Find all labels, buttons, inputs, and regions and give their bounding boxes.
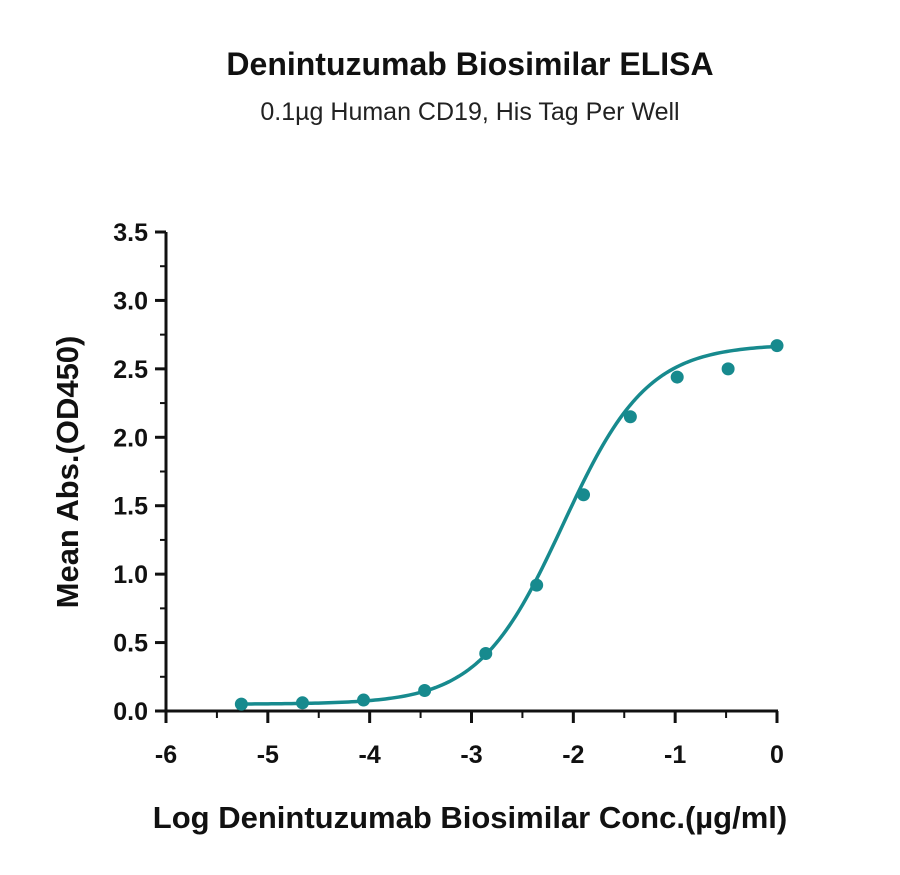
data-points-layer bbox=[234, 339, 784, 711]
y-tick-label: 0.0 bbox=[113, 698, 148, 726]
data-point bbox=[623, 410, 637, 424]
data-point bbox=[577, 488, 591, 502]
data-point bbox=[479, 647, 493, 661]
data-point bbox=[234, 697, 248, 711]
y-tick-label: 2.0 bbox=[113, 424, 148, 452]
y-tick-label: 1.5 bbox=[113, 493, 148, 521]
fit-curve-layer bbox=[239, 344, 779, 706]
y-axis-label: Mean Abs.(OD450) bbox=[50, 336, 85, 609]
x-tick-label: -3 bbox=[460, 741, 482, 769]
x-tick-label: -6 bbox=[155, 741, 177, 769]
y-tick-label: 1.0 bbox=[113, 561, 148, 589]
axes: 0.0 0.5 1.0 1.5 2.0 2.5 3.0 3.5 -6 -5 -4 -3 -2 -1 0 bbox=[113, 219, 784, 769]
data-point bbox=[721, 362, 735, 376]
x-tick-label: 0 bbox=[770, 741, 784, 769]
x-tick-label: -2 bbox=[562, 741, 584, 769]
y-tick-label: 0.5 bbox=[113, 630, 148, 658]
data-point bbox=[670, 370, 684, 384]
y-tick-label: 2.5 bbox=[113, 356, 148, 384]
fit-curve bbox=[239, 344, 779, 706]
x-tick-label: -5 bbox=[257, 741, 279, 769]
data-point bbox=[530, 578, 544, 592]
data-point bbox=[295, 696, 309, 710]
x-tick-label: -4 bbox=[359, 741, 381, 769]
chart-title: Denintuzumab Biosimilar ELISA bbox=[226, 46, 713, 82]
y-tick-label: 3.5 bbox=[113, 219, 148, 247]
data-point bbox=[418, 683, 432, 697]
data-point bbox=[357, 693, 371, 707]
data-point bbox=[770, 339, 784, 353]
y-tick-label: 3.0 bbox=[113, 287, 148, 315]
x-axis-label: Log Denintuzumab Biosimilar Conc.(µg/ml) bbox=[153, 800, 787, 835]
chart-subtitle: 0.1µg Human CD19, His Tag Per Well bbox=[260, 98, 679, 126]
x-tick-label: -1 bbox=[664, 741, 686, 769]
